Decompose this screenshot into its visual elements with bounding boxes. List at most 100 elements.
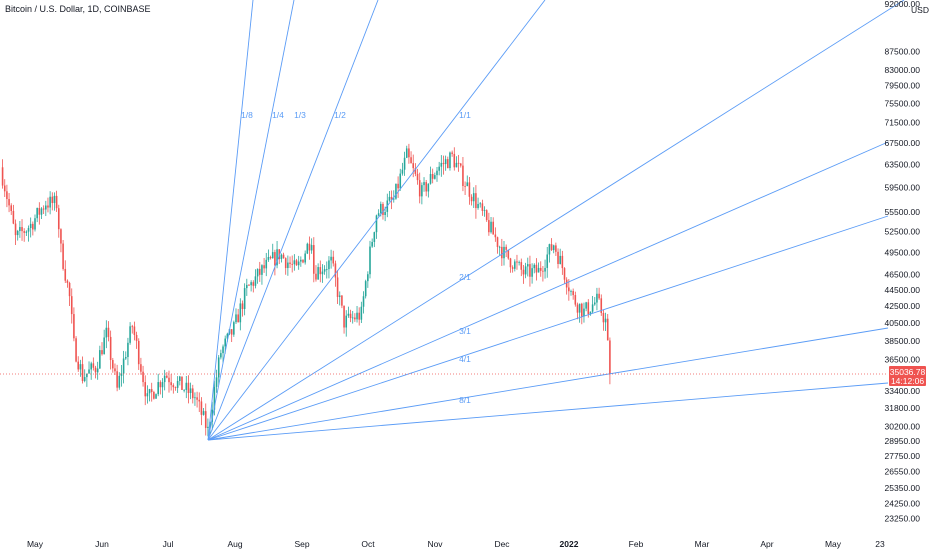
candle-up — [287, 255, 289, 276]
candle-down — [230, 329, 233, 343]
candle-up — [375, 214, 378, 239]
candle-up — [103, 329, 105, 355]
candle-down — [598, 287, 600, 300]
price-tick-label: 23250.00 — [885, 513, 921, 523]
price-axis[interactable]: 92000.00 87500.00 83000.00 79500.00 75500.00… — [885, 0, 921, 523]
candle-down — [574, 291, 577, 307]
candle-down — [198, 392, 201, 413]
candle-up — [146, 385, 149, 404]
candle-down — [550, 238, 553, 251]
candle-down — [600, 294, 603, 316]
candle-down — [315, 265, 317, 282]
candle-up — [86, 373, 88, 387]
price-tick-label: 75500.00 — [885, 99, 921, 109]
candle-up — [254, 269, 257, 289]
time-axis[interactable]: May Jun Jul Aug Sep Oct Nov Dec 2022 Feb Mar Apr May… — [27, 539, 885, 549]
candle-down — [62, 239, 64, 271]
candle-down — [241, 300, 244, 317]
time-tick-label: May — [27, 539, 44, 549]
candle-down — [462, 157, 464, 192]
candle-up — [483, 206, 486, 217]
candle-up — [423, 177, 425, 192]
price-tick-label: 38500.00 — [885, 336, 921, 346]
candle-down — [77, 356, 80, 372]
candle-up — [267, 249, 270, 262]
candle-down — [535, 258, 538, 281]
candle-up — [356, 305, 358, 323]
candle-down — [442, 155, 445, 175]
candle-up — [122, 350, 125, 384]
candle-up — [325, 261, 328, 279]
candle-down — [481, 199, 484, 216]
candle-up — [127, 337, 129, 366]
candle-up — [477, 197, 479, 210]
candle-down — [140, 357, 142, 375]
fan-line — [207, 0, 546, 441]
candle-up — [328, 256, 330, 279]
candle-up — [472, 187, 475, 208]
candle-up — [271, 243, 274, 259]
candle-down — [170, 374, 172, 391]
candle-down — [494, 227, 497, 242]
candle-up — [593, 297, 596, 306]
candle-down — [60, 228, 62, 253]
candle-down — [73, 307, 75, 342]
candle-up — [533, 263, 536, 274]
candle-down — [55, 190, 58, 212]
candle-down — [68, 281, 71, 307]
candle-down — [565, 277, 568, 295]
candle-down — [252, 280, 255, 293]
price-tick-label: 27750.00 — [885, 451, 921, 461]
candle-down — [23, 228, 25, 242]
candle-down — [75, 336, 77, 363]
candle-up — [438, 161, 440, 176]
candle-down — [412, 154, 415, 178]
fan-ratio-label: 1/8 — [241, 110, 253, 120]
candle-down — [302, 259, 304, 264]
candle-down — [248, 284, 250, 286]
candle-down — [576, 302, 579, 320]
candle-down — [21, 219, 23, 241]
candle-up — [552, 244, 555, 254]
candle-up — [321, 264, 324, 283]
gann-fan[interactable]: 1/8 1/4 1/3 1/2 1/1 2/1 3/1 4/1 8/1 — [207, 0, 905, 441]
candle-down — [354, 313, 356, 322]
candle-down — [12, 204, 15, 225]
price-tick-label: 26550.00 — [885, 467, 921, 477]
candle-up — [490, 216, 492, 234]
candle-down — [289, 256, 291, 269]
candle-up — [360, 301, 363, 324]
candle-up — [36, 207, 38, 223]
candle-up — [220, 349, 222, 360]
price-tick-label: 25350.00 — [885, 483, 921, 493]
price-tick-label: 49500.00 — [885, 247, 921, 257]
candle-up — [243, 283, 246, 316]
candle-down — [114, 363, 116, 375]
candle-up — [399, 168, 402, 191]
candle-up — [440, 155, 443, 177]
candle-up — [395, 183, 397, 200]
candle-up — [323, 265, 326, 275]
candle-up — [176, 376, 179, 393]
candle-up — [429, 166, 432, 185]
price-tick-label: 63500.00 — [885, 160, 921, 170]
candle-up — [317, 263, 319, 280]
candle-down — [135, 331, 138, 349]
price-tick-label: 24250.00 — [885, 499, 921, 509]
candle-down — [358, 307, 360, 326]
candle-down — [3, 179, 6, 197]
price-tick-label: 46500.00 — [885, 269, 921, 279]
candle-down — [200, 397, 203, 426]
candle-up — [280, 253, 283, 263]
candle-up — [79, 359, 82, 377]
candle-up — [83, 369, 86, 383]
candle-up — [124, 351, 127, 360]
candle-down — [408, 143, 410, 164]
candle-down — [142, 365, 144, 387]
price-tick-label: 42500.00 — [885, 301, 921, 311]
candle-up — [444, 155, 447, 171]
candle-up — [19, 221, 21, 238]
candle-up — [531, 263, 533, 284]
time-tick-label: Apr — [760, 539, 773, 549]
